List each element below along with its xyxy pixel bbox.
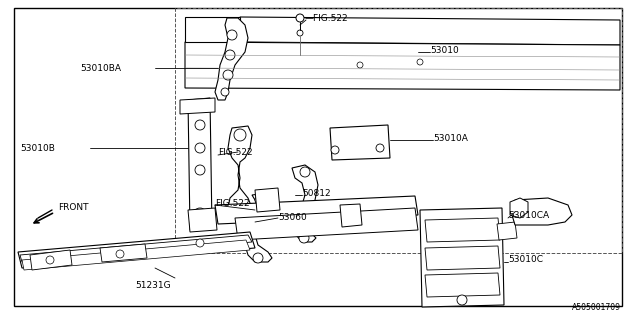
Circle shape xyxy=(297,30,303,36)
Polygon shape xyxy=(425,273,500,297)
Circle shape xyxy=(300,167,310,177)
Text: A505001709: A505001709 xyxy=(572,303,621,313)
Polygon shape xyxy=(425,218,500,242)
Circle shape xyxy=(234,129,246,141)
Circle shape xyxy=(357,62,363,68)
Text: 53010CA: 53010CA xyxy=(508,212,549,220)
Polygon shape xyxy=(228,126,252,222)
Polygon shape xyxy=(215,18,248,100)
Circle shape xyxy=(331,146,339,154)
Polygon shape xyxy=(235,208,418,240)
Polygon shape xyxy=(510,198,528,218)
Circle shape xyxy=(299,233,309,243)
Circle shape xyxy=(195,165,205,175)
Circle shape xyxy=(221,88,229,96)
Polygon shape xyxy=(100,244,147,262)
Polygon shape xyxy=(245,193,272,262)
Circle shape xyxy=(234,206,246,218)
Polygon shape xyxy=(18,232,255,268)
Polygon shape xyxy=(180,98,215,114)
Polygon shape xyxy=(512,198,572,225)
Circle shape xyxy=(253,253,263,263)
Polygon shape xyxy=(420,208,504,307)
Text: FIG.522: FIG.522 xyxy=(215,198,250,207)
Text: 53010BA: 53010BA xyxy=(80,63,121,73)
Circle shape xyxy=(193,208,207,222)
Text: 50812: 50812 xyxy=(302,188,331,197)
Circle shape xyxy=(195,120,205,130)
Polygon shape xyxy=(215,196,418,224)
Polygon shape xyxy=(22,240,250,270)
Text: 53010: 53010 xyxy=(430,45,459,54)
Text: 53010A: 53010A xyxy=(433,133,468,142)
Circle shape xyxy=(227,30,237,40)
Circle shape xyxy=(46,256,54,264)
Polygon shape xyxy=(185,42,620,90)
Text: FRONT: FRONT xyxy=(58,204,88,212)
Circle shape xyxy=(296,14,304,22)
Circle shape xyxy=(225,50,235,60)
Polygon shape xyxy=(188,98,212,230)
Circle shape xyxy=(223,70,233,80)
Circle shape xyxy=(255,195,265,205)
Text: —FIG.522: —FIG.522 xyxy=(305,13,349,22)
Polygon shape xyxy=(20,235,252,262)
Polygon shape xyxy=(240,17,620,45)
Polygon shape xyxy=(292,165,318,242)
Polygon shape xyxy=(330,125,390,160)
Bar xyxy=(175,8,622,253)
Circle shape xyxy=(195,143,205,153)
Text: 53010B: 53010B xyxy=(20,143,55,153)
Text: 51231G: 51231G xyxy=(135,281,171,290)
Circle shape xyxy=(457,295,467,305)
Text: 53010C: 53010C xyxy=(508,255,543,265)
Text: FIG.522: FIG.522 xyxy=(218,148,253,156)
Polygon shape xyxy=(425,246,500,270)
Circle shape xyxy=(376,144,384,152)
Polygon shape xyxy=(497,222,517,240)
Polygon shape xyxy=(255,188,280,212)
Polygon shape xyxy=(30,250,72,270)
Polygon shape xyxy=(340,204,362,227)
Circle shape xyxy=(417,59,423,65)
Circle shape xyxy=(116,250,124,258)
Polygon shape xyxy=(185,17,240,42)
Polygon shape xyxy=(188,208,217,232)
Text: 53060: 53060 xyxy=(278,213,307,222)
Circle shape xyxy=(196,239,204,247)
